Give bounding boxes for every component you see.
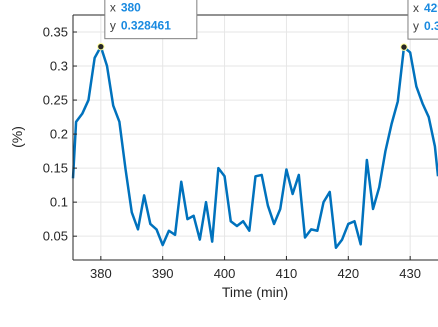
y-tick-label: 0.25 bbox=[43, 93, 68, 108]
series bbox=[71, 45, 438, 249]
x-tick-label: 390 bbox=[152, 266, 174, 281]
plot-background bbox=[73, 15, 438, 260]
y-axis-label: (%) bbox=[9, 126, 25, 148]
x-tick-label: 420 bbox=[337, 266, 359, 281]
datatip-y-line: y 0.327807 bbox=[413, 19, 438, 33]
datatip-marker[interactable] bbox=[400, 43, 408, 51]
datatip-marker[interactable] bbox=[97, 42, 105, 51]
y-tick-label: 0.2 bbox=[50, 127, 68, 142]
x-tick-label: 400 bbox=[214, 266, 236, 281]
datatip-y-value: 0.327807 bbox=[424, 19, 438, 33]
x-tick-label: 430 bbox=[399, 266, 421, 281]
datatip-x-line: x 429 bbox=[413, 1, 438, 15]
y-tick-label: 0.35 bbox=[43, 25, 68, 40]
x-tick-label: 380 bbox=[90, 266, 112, 281]
series-line bbox=[71, 45, 438, 249]
datatips: x 380 y 0.328461 x 429 y 0.327807 bbox=[97, 0, 438, 51]
datatip-x-value: 429 bbox=[424, 1, 438, 15]
y-tick-label: 0.05 bbox=[43, 229, 68, 244]
x-tick-labels: 380 390 400 410 420 430 bbox=[90, 266, 421, 281]
x-axis-label: Time (min) bbox=[222, 284, 288, 300]
datatip-y-line: y 0.328461 bbox=[110, 19, 171, 33]
x-tick-label: 410 bbox=[276, 266, 298, 281]
datatip-y-value: 0.328461 bbox=[121, 19, 171, 33]
datatip-box bbox=[104, 0, 198, 40]
y-tick-label: 0.1 bbox=[50, 195, 68, 210]
datatip-x-line: x 380 bbox=[110, 1, 141, 15]
y-tick-labels: 0.05 0.1 0.15 0.2 0.25 0.3 0.35 bbox=[43, 25, 68, 244]
datatip-x-key: x bbox=[110, 1, 116, 15]
y-tick-label: 0.15 bbox=[43, 161, 68, 176]
datatip[interactable]: x 429 y 0.327807 bbox=[400, 0, 438, 51]
y-tick-label: 0.3 bbox=[50, 59, 68, 74]
datatip-x-value: 380 bbox=[121, 1, 141, 15]
datatip-y-key: y bbox=[413, 19, 419, 33]
datatip[interactable]: x 380 y 0.328461 bbox=[97, 0, 198, 51]
datatip-box bbox=[407, 0, 438, 40]
datatip-x-key: x bbox=[413, 1, 419, 15]
datatip-y-key: y bbox=[110, 19, 116, 33]
